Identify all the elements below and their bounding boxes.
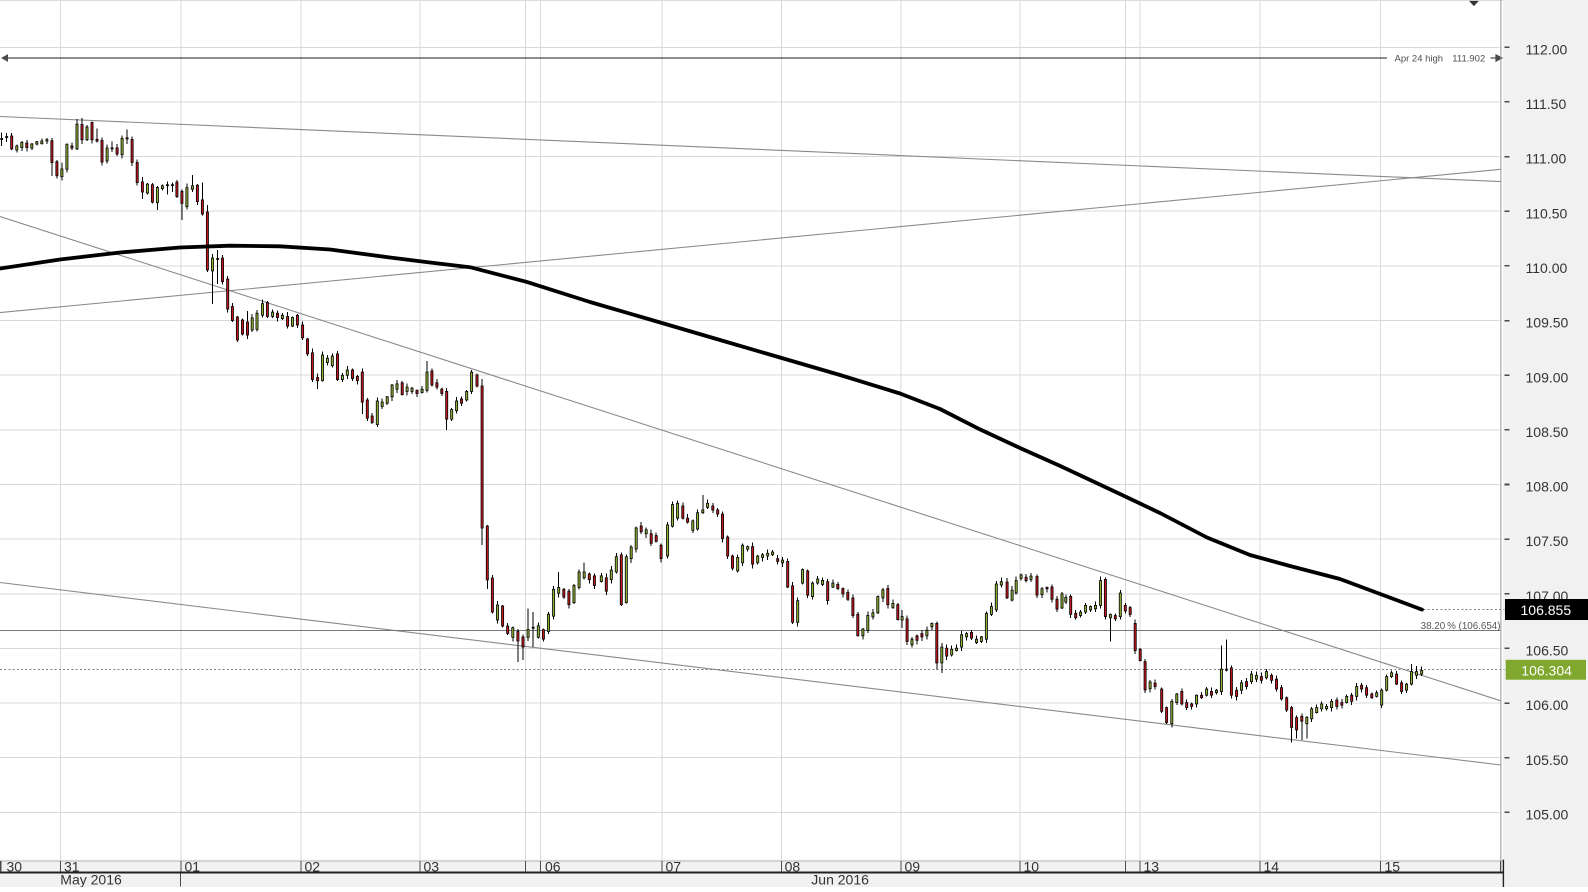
svg-text:03: 03 bbox=[424, 858, 440, 874]
svg-text:106.50: 106.50 bbox=[1526, 643, 1569, 659]
svg-text:13: 13 bbox=[1144, 858, 1160, 874]
svg-text:106.304: 106.304 bbox=[1521, 663, 1572, 679]
svg-text:07: 07 bbox=[666, 858, 682, 874]
svg-text:108.50: 108.50 bbox=[1526, 424, 1569, 440]
svg-text:112.00: 112.00 bbox=[1526, 41, 1568, 57]
svg-text:111.902: 111.902 bbox=[1452, 53, 1485, 64]
svg-text:110.50: 110.50 bbox=[1526, 205, 1568, 221]
svg-text:May 2016: May 2016 bbox=[60, 872, 122, 887]
svg-text:02: 02 bbox=[305, 858, 321, 874]
svg-text:106.855: 106.855 bbox=[1521, 602, 1572, 618]
svg-text:10: 10 bbox=[1024, 858, 1040, 874]
svg-text:Jun 2016: Jun 2016 bbox=[811, 872, 869, 887]
svg-text:38.20 % (106.654): 38.20 % (106.654) bbox=[1421, 621, 1501, 632]
svg-text:31: 31 bbox=[64, 858, 80, 874]
svg-text:08: 08 bbox=[785, 858, 801, 874]
svg-text:107.50: 107.50 bbox=[1526, 533, 1569, 549]
svg-text:109.00: 109.00 bbox=[1526, 369, 1569, 385]
svg-text:Apr 24 high: Apr 24 high bbox=[1395, 53, 1444, 64]
svg-text:09: 09 bbox=[905, 858, 921, 874]
svg-text:15: 15 bbox=[1385, 858, 1401, 874]
svg-text:109.50: 109.50 bbox=[1526, 315, 1569, 331]
svg-text:105.00: 105.00 bbox=[1526, 807, 1569, 823]
svg-text:105.50: 105.50 bbox=[1526, 752, 1569, 768]
svg-text:01: 01 bbox=[185, 858, 201, 874]
svg-text:106.00: 106.00 bbox=[1526, 697, 1569, 713]
svg-text:30: 30 bbox=[7, 858, 23, 874]
svg-text:111.50: 111.50 bbox=[1526, 96, 1567, 112]
svg-text:111.00: 111.00 bbox=[1526, 151, 1567, 167]
svg-text:06: 06 bbox=[545, 858, 561, 874]
svg-text:14: 14 bbox=[1264, 858, 1280, 874]
svg-text:110.00: 110.00 bbox=[1526, 260, 1568, 276]
svg-text:108.00: 108.00 bbox=[1526, 479, 1569, 495]
